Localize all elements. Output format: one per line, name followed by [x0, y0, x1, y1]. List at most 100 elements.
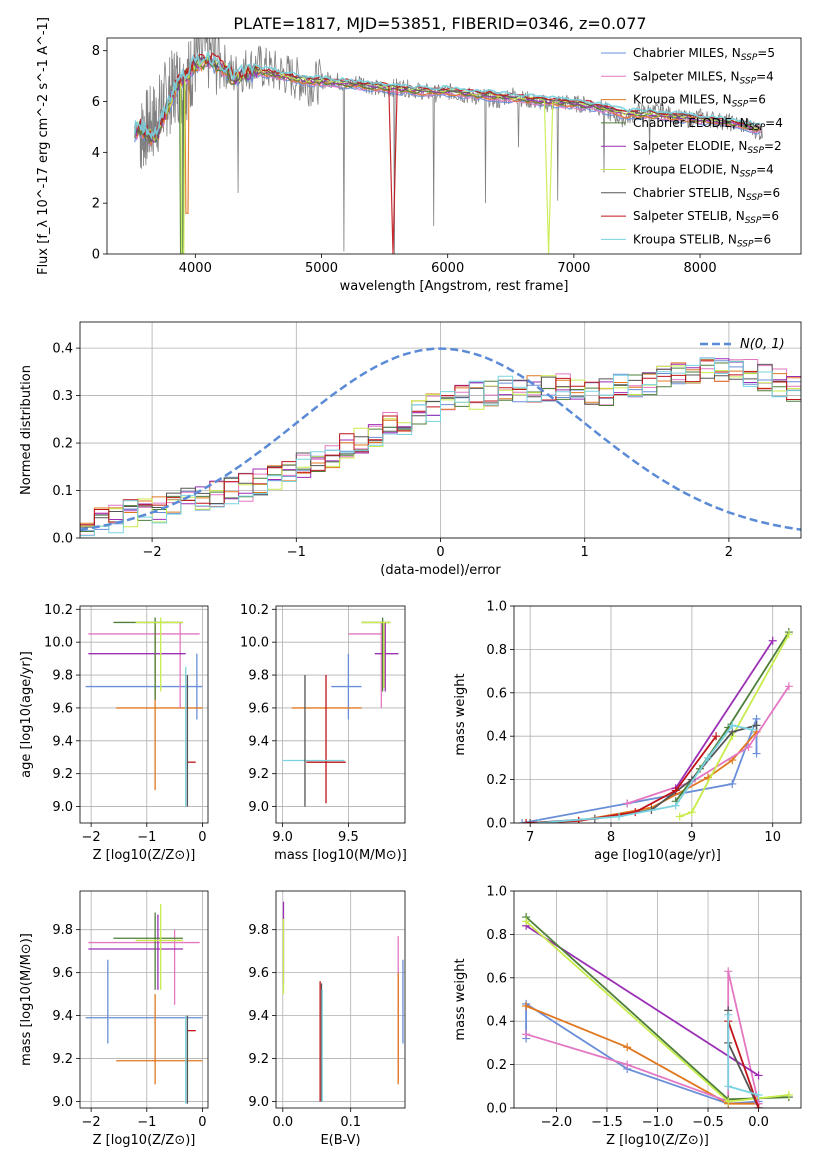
y-tick-label: 4: [92, 146, 100, 161]
x-tick-label: −2.0: [541, 1115, 573, 1130]
legend-entry: Chabrier MILES, NSSP=5: [633, 46, 775, 63]
age-vs-mass-panel: 9.0 9.5 9.0 9.2 9.4 9.6 9.8 10.0 10.2 mass [log10…: [240, 603, 407, 863]
residuals-panel: −2 −1 0 1 2 0.0 0.1 0.2 0.3 0.4 (data-model)/error…: [19, 321, 802, 578]
weight-series-line: [626, 685, 790, 805]
weight-point-marker: [615, 812, 624, 821]
y-tick-label: 0.1: [52, 484, 73, 499]
model-spectrum-line: [134, 56, 762, 143]
weight-series-line: [525, 924, 760, 1077]
y-tick-label: 9.4: [248, 734, 269, 749]
y-tick-label: 10.0: [44, 636, 73, 651]
weight-point-marker: [784, 1090, 793, 1099]
x-tick-label: 0.0: [748, 1115, 769, 1130]
mass-vs-z-panel: −2 −1 0 9.0 9.2 9.4 9.6 9.8 Z [log10(Z/Z⊙)] mass …: [19, 890, 209, 1148]
y-tick-label: 9.6: [248, 966, 269, 981]
x-tick-label: 10: [764, 830, 781, 845]
legend-entry: Kroupa ELODIE, NSSP=4: [633, 163, 774, 180]
spectrum-plot-area: [133, 38, 763, 254]
y-tick-label: 1.0: [486, 885, 507, 900]
spectrum-y-axis-label: Flux [f_λ 10^-17 erg cm^-2 s^-1 A^-1]: [36, 17, 51, 275]
y-tick-label: 9.8: [52, 923, 73, 938]
errorbar-plot-area: [85, 617, 203, 807]
y-tick-label: 0: [92, 248, 100, 263]
x-tick-label: −1.5: [591, 1115, 623, 1130]
age-vs-z-panel: −2 −1 0 9.0 9.2 9.4 9.6 9.8 10.0 10.2 Z [log10(Z/Z…: [19, 603, 209, 863]
weight-point-marker: [724, 967, 733, 976]
weight-series-line: [679, 633, 790, 818]
y-tick-label: 1.0: [486, 600, 507, 615]
weight-point-marker: [752, 749, 761, 758]
weight-point-marker: [522, 1030, 531, 1039]
weight-point-marker: [754, 1090, 763, 1099]
residuals-legend: N(0, 1): [700, 337, 785, 352]
weight-point-marker: [728, 779, 737, 788]
weight_vs_age-y-axis-label: mass weight: [453, 673, 468, 755]
axes-frame: [79, 321, 802, 539]
weight-point-marker: [671, 786, 680, 795]
axes-frame: [275, 890, 406, 1109]
x-tick-label: 6000: [431, 261, 464, 276]
y-tick-label: 9.8: [248, 923, 269, 938]
weight-point-marker: [623, 799, 632, 808]
weight-point-marker: [522, 917, 531, 926]
y-tick-label: 9.6: [52, 701, 73, 716]
weight-point-marker: [623, 1060, 632, 1069]
axes-frame: [275, 605, 406, 824]
x-tick-label: 9.0: [272, 830, 293, 845]
legend-entry: Salpeter ELODIE, NSSP=2: [633, 139, 782, 156]
weight-vs-age-panel: 7 8 9 10 0.0 0.2 0.4 0.6 0.8 1.0 age [log10(age/yr…: [453, 600, 802, 863]
x-tick-label: 9.5: [338, 830, 359, 845]
weight-point-marker: [522, 819, 531, 823]
model-spectrum-line: [133, 51, 762, 141]
x-tick-label: −1: [137, 830, 156, 845]
weight-point-marker: [724, 1082, 733, 1091]
y-tick-label: 2: [92, 197, 100, 212]
x-tick-label: −2: [143, 545, 162, 560]
axes-frame: [513, 890, 802, 1109]
weight-point-marker: [748, 725, 757, 734]
weight-point-marker: [526, 819, 535, 823]
x-tick-label: 9: [688, 830, 696, 845]
x-tick-label: 8: [607, 830, 615, 845]
mass_vs_z-y-axis-label: mass [log10(M/M⊙)]: [19, 933, 34, 1066]
y-tick-label: 9.4: [52, 734, 73, 749]
legend-entry: N(0, 1): [740, 337, 785, 352]
legend-entry: Chabrier ELODIE, NSSP=4: [633, 116, 783, 133]
x-tick-label: 7: [526, 830, 534, 845]
age_vs_z-x-axis-label: Z [log10(Z/Z⊙)]: [93, 848, 196, 863]
weight-series-line: [674, 631, 790, 802]
weight-point-marker: [744, 743, 753, 752]
errorbar-plot-area: [85, 903, 203, 1104]
spectrum-x-axis-label: wavelength [Angstrom, rest frame]: [340, 279, 569, 294]
axes-frame: [106, 37, 802, 255]
mass-vs-ebv-panel: 0.0 0.1 9.0 9.2 9.4 9.6 9.8 E(B-V): [248, 890, 406, 1148]
weight_vs_z-x-axis-label: Z [log10(Z/Z⊙)]: [606, 1133, 709, 1148]
residuals-y-axis-label: Normed distribution: [19, 365, 34, 495]
weight_vs_age-x-axis-label: age [log10(age/yr)]: [594, 848, 721, 863]
weight-point-marker: [752, 721, 761, 730]
x-tick-label: −1: [287, 545, 306, 560]
y-tick-label: 0.4: [52, 342, 73, 357]
y-tick-label: 0.2: [486, 1058, 507, 1073]
weight-series-line: [674, 640, 774, 789]
y-tick-label: 0.2: [486, 773, 507, 788]
y-tick-label: 0.4: [486, 1015, 507, 1030]
y-tick-label: 9.0: [52, 1095, 73, 1110]
weight-point-marker: [768, 636, 777, 645]
x-tick-label: 0.1: [340, 1115, 361, 1130]
y-tick-label: 0.3: [52, 389, 73, 404]
weight-point-marker: [522, 1002, 531, 1011]
weight-plot-area: [518, 628, 793, 823]
y-tick-label: 0.8: [486, 928, 507, 943]
weight-point-marker: [754, 1104, 763, 1108]
y-tick-label: 0.6: [486, 686, 507, 701]
y-tick-label: 9.6: [248, 701, 269, 716]
y-tick-label: 9.4: [52, 1009, 73, 1024]
y-tick-label: 9.0: [248, 800, 269, 815]
weight-point-marker: [704, 753, 713, 762]
spectrum-legend: Chabrier MILES, NSSP=5 Salpeter MILES, NS…: [601, 46, 783, 249]
axes-frame: [79, 890, 209, 1109]
y-tick-label: 9.2: [248, 1052, 269, 1067]
y-tick-label: 9.2: [248, 767, 269, 782]
residuals-x-axis-label: (data-model)/error: [380, 563, 501, 578]
